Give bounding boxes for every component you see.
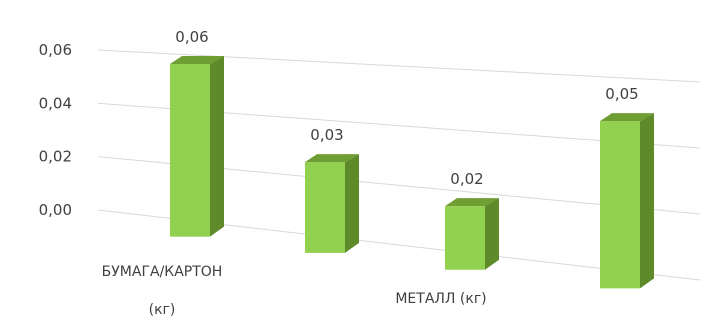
bar-front: [305, 162, 345, 253]
bar: [445, 198, 499, 270]
bar-side: [210, 55, 224, 237]
bar-side: [640, 113, 654, 289]
bar: [170, 55, 224, 237]
data-label: 0,03: [310, 126, 343, 144]
bar: [305, 154, 359, 253]
bars: [170, 55, 654, 289]
bar-front: [600, 121, 640, 289]
y-tick-label: 0,02: [39, 148, 72, 166]
gridline: [97, 49, 701, 83]
y-tick-label: 0,00: [39, 201, 72, 219]
bar-top: [600, 113, 654, 122]
y-tick-label: 0,04: [39, 94, 72, 112]
bar-top: [445, 198, 499, 207]
category-label: МЕТАЛЛ (кг): [395, 291, 486, 307]
y-tick-label: 0,06: [39, 41, 72, 59]
bar: [600, 113, 654, 289]
category-label: БУМАГА/КАРТОН: [102, 264, 223, 280]
bar-front: [445, 206, 485, 270]
data-label: 0,06: [175, 28, 208, 46]
category-label: (кг): [149, 302, 176, 318]
bar-front: [170, 63, 210, 237]
y-axis-ticks: 0,00 0,02 0,04 0,06: [39, 41, 72, 219]
bar-side: [485, 198, 499, 270]
data-labels: 0,06 0,03 0,02 0,05: [175, 28, 638, 188]
bar-side: [345, 154, 359, 253]
data-label: 0,05: [605, 85, 638, 103]
data-label: 0,02: [450, 170, 483, 188]
bar-top: [170, 55, 224, 64]
category-labels: БУМАГА/КАРТОН (кг) МЕТАЛЛ (кг): [102, 264, 487, 318]
bar-top: [305, 154, 359, 163]
